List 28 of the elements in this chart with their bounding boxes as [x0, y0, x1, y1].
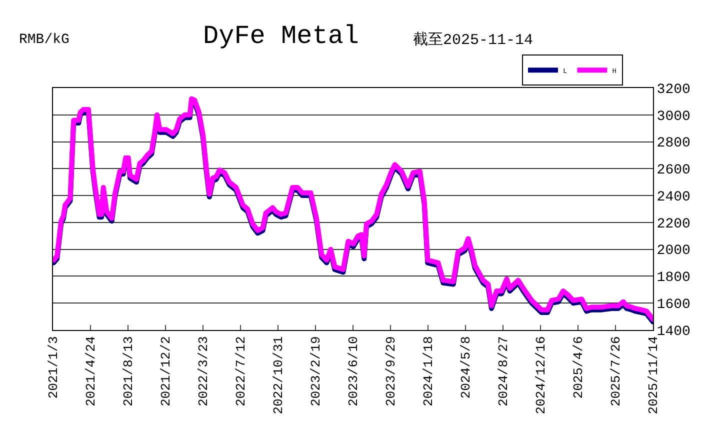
x-tick-label: 2023/9/29	[384, 336, 399, 406]
chart-subtitle: 截至2025-11-14	[413, 31, 534, 49]
y-tick-label: 2800	[656, 136, 690, 152]
y-tick-label: 2400	[656, 189, 690, 206]
x-tick-label: 2021/1/3	[46, 336, 62, 399]
x-tick-label: 2025/7/26	[608, 336, 624, 406]
x-tick-label: 2021/12/2	[158, 336, 174, 406]
x-tick-label: 2023/2/19	[308, 336, 324, 406]
x-tick-label: 2024/12/16	[534, 336, 549, 414]
y-tick-label: 3000	[656, 108, 690, 125]
x-tick-label: 2022/3/23	[196, 336, 212, 406]
y-tick-label: 2000	[656, 243, 690, 260]
y-tick-label: 1600	[656, 297, 690, 314]
x-tick-label: 2024/1/18	[421, 336, 436, 406]
y-axis-title: RMB/kG	[19, 32, 70, 48]
x-tick-label: 2021/8/13	[121, 336, 136, 406]
x-tick-label: 2024/5/8	[458, 336, 474, 399]
y-tick-label: 2600	[656, 162, 690, 179]
x-tick-label: 2022/10/31	[271, 336, 286, 414]
x-tick-label: 2023/6/10	[346, 336, 362, 406]
x-tick-label: 2025/4/6	[571, 336, 586, 399]
chart-title: DyFe Metal	[203, 21, 360, 51]
y-tick-label: 1800	[656, 270, 690, 286]
x-tick-label: 2024/8/27	[496, 336, 512, 406]
y-tick-label: 2200	[656, 216, 690, 232]
y-tick-label: 3200	[656, 82, 690, 98]
x-tick-label: 2021/4/24	[84, 336, 99, 406]
x-tick-label: 2022/7/12	[234, 336, 249, 406]
